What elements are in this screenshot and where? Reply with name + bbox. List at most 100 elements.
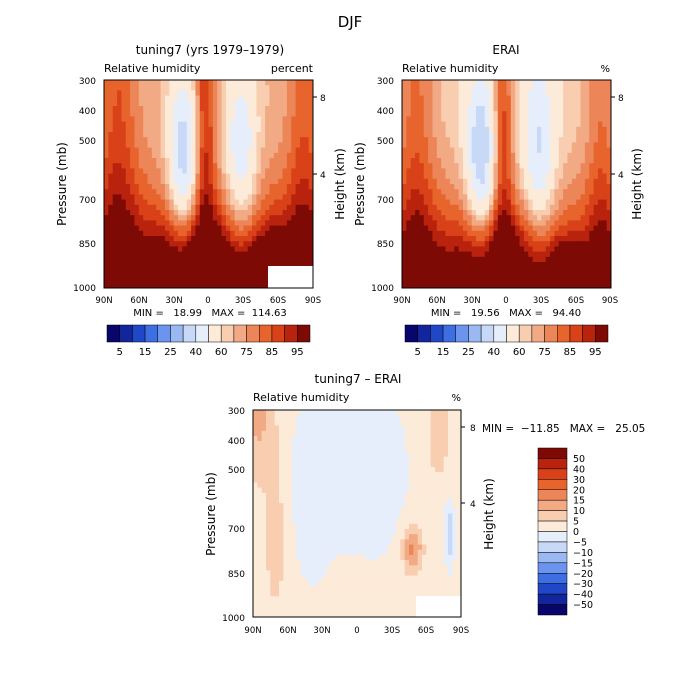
contour-cell [252,126,257,133]
contour-cell [400,461,406,468]
contour-cell [419,178,425,185]
contour-cell [597,132,603,138]
contour-cell [558,272,564,278]
contour-cell [423,158,429,164]
contour-cell [476,173,481,180]
contour-cell [593,137,599,143]
contour-cell [541,184,547,190]
contour-cell [383,446,388,452]
contour-cell [602,262,608,268]
contour-cell [121,152,127,159]
contour-cell [365,461,371,468]
contour-cell [462,184,468,190]
contour-cell [217,106,222,112]
contour-cell [112,246,118,252]
contour-cell [279,487,284,494]
contour-cell [191,189,196,195]
contour-cell [221,184,227,190]
contour-cell [278,168,283,174]
contour-cell [606,95,612,102]
contour-cell [121,184,127,190]
contour-cell [238,230,244,237]
contour-cell [374,492,380,499]
contour-cell [212,95,218,102]
contour-cell [217,267,222,273]
contour-cell [305,410,310,416]
contour-cell [417,410,423,416]
contour-cell [445,178,451,185]
x-ticks: 90N 60N 30N 0 30S 60S 90S [95,296,321,306]
contour-cell [138,241,144,247]
contour-cell [164,204,170,211]
contour-cell [432,121,438,128]
contour-cell [506,163,512,169]
contour-cell [261,482,267,489]
contour-cell [344,420,349,426]
contour-cell [117,168,122,174]
contour-cell [419,158,425,164]
contour-cell [506,111,512,117]
contour-cell [370,410,375,416]
contour-cell [426,466,432,473]
contour-cell [476,272,481,278]
contour-cell [489,236,494,242]
contour-cell [108,100,114,107]
contour-cell [286,220,292,226]
contour-cell [445,277,451,284]
contour-cell [247,147,253,154]
contour-cell [225,251,231,258]
contour-cell [471,277,477,284]
contour-cell [413,415,419,421]
contour-cell [326,472,332,478]
contour-cell [156,163,161,169]
contour-cell [291,116,296,122]
contour-cell [406,116,412,122]
contour-cell [326,415,332,421]
contour-cell [441,215,446,221]
contour-cell [117,220,122,226]
colorbar-swatch [430,324,444,343]
contour-cell [436,220,442,226]
contour-cell [480,267,486,273]
contour-cell [225,262,231,268]
contour-cell [458,116,464,122]
contour-cell [212,256,218,263]
contour-cell [261,472,267,478]
contour-cell [344,461,349,468]
contour-cell [541,116,547,122]
contour-cell [173,215,179,221]
contour-cell [541,204,547,211]
contour-cell [344,446,349,452]
contour-cell [287,461,293,468]
contour-cell [597,100,603,107]
contour-cell [523,184,529,190]
contour-cell [406,246,412,252]
contour-cell [409,461,414,468]
contour-cell [318,430,323,437]
contour-cell [515,85,520,91]
contour-cell [143,137,148,143]
contour-cell [471,168,477,174]
contour-cell [243,173,249,180]
contour-cell [406,95,412,102]
contour-cell [339,477,345,483]
contour-cell [253,446,258,452]
contour-cell [282,241,288,247]
contour-cell [243,220,249,226]
contour-cell [291,230,296,237]
contour-cell [182,282,188,289]
contour-cell [439,451,445,457]
contour-cell [567,173,573,180]
contour-cell [217,256,222,263]
contour-cell [528,194,534,200]
contour-cell [445,126,451,133]
contour-cell [428,85,433,91]
contour-cell [541,220,547,226]
contour-cell [515,199,520,206]
contour-cell [270,435,276,442]
contour-cell [515,267,520,273]
contour-cell [160,85,166,91]
contour-cell [104,168,109,174]
contour-cell [265,204,270,211]
contour-cell [221,121,227,128]
